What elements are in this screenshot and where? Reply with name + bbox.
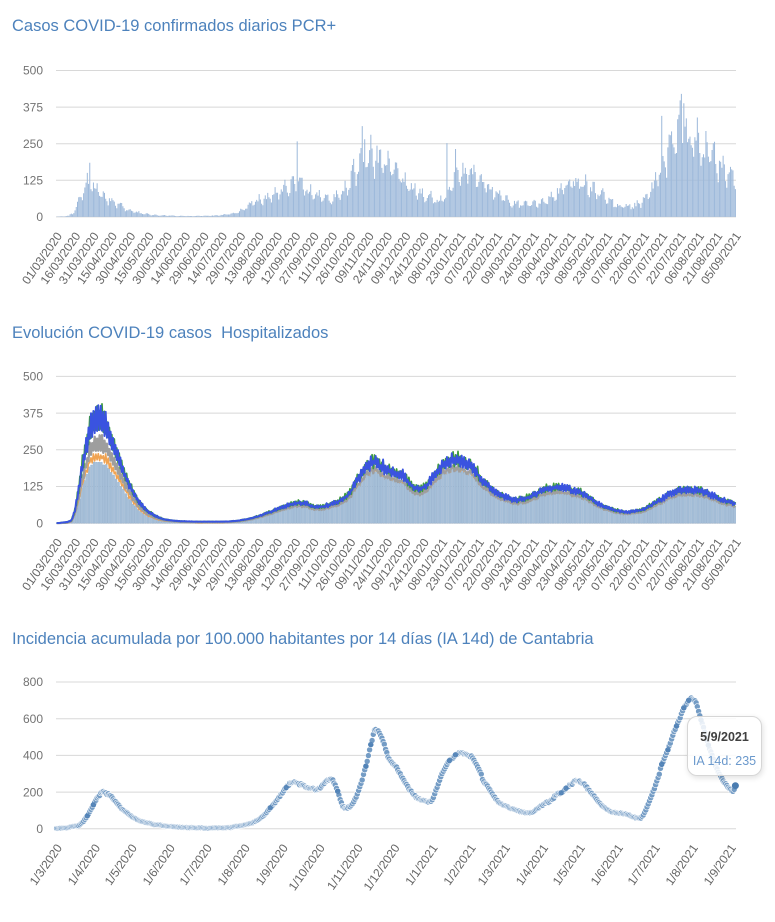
svg-text:125: 125 bbox=[23, 480, 43, 494]
svg-text:Incidencia acumulada por 100.0: Incidencia acumulada por 100.000 habitan… bbox=[12, 630, 594, 648]
svg-text:500: 500 bbox=[23, 64, 43, 78]
svg-text:250: 250 bbox=[23, 137, 43, 151]
svg-text:0: 0 bbox=[36, 822, 43, 836]
svg-text:400: 400 bbox=[23, 749, 43, 763]
svg-text:800: 800 bbox=[23, 675, 43, 689]
svg-text:Casos COVID-19 confirmados dia: Casos COVID-19 confirmados diarios PCR+ bbox=[12, 17, 336, 35]
svg-text:500: 500 bbox=[23, 370, 43, 384]
svg-text:Evolución COVID-19 casos Hosp: Evolución COVID-19 casos Hospitalizados bbox=[12, 324, 328, 342]
svg-text:250: 250 bbox=[23, 443, 43, 457]
svg-text:0: 0 bbox=[36, 516, 43, 530]
svg-text:125: 125 bbox=[23, 174, 43, 188]
svg-text:0: 0 bbox=[36, 210, 43, 224]
svg-text:600: 600 bbox=[23, 712, 43, 726]
svg-text:375: 375 bbox=[23, 406, 43, 420]
svg-text:375: 375 bbox=[23, 100, 43, 114]
svg-text:200: 200 bbox=[23, 785, 43, 799]
